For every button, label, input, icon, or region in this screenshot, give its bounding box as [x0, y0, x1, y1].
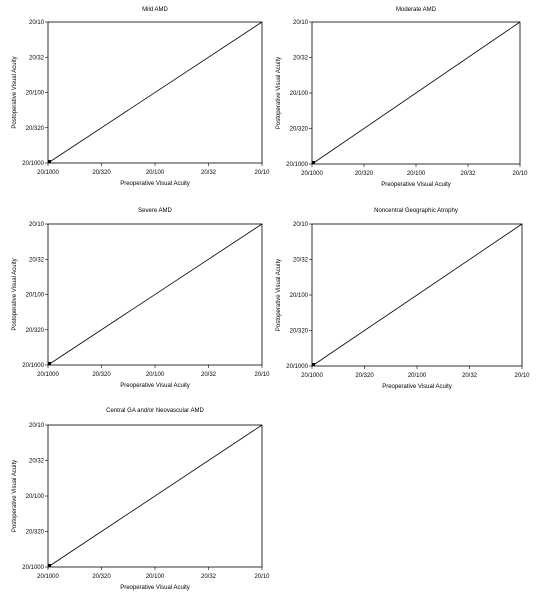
x-tick-label: 20/32	[460, 171, 476, 177]
chart-panel: Mild AMD 20/1000 20/1000 20/320 20/320 20/100…	[12, 7, 270, 187]
y-tick-label: 20/10	[29, 222, 45, 228]
x-tick-label: 20/320	[92, 574, 111, 580]
y-tick-label: 20/10	[29, 20, 45, 26]
y-tick-label: 20/320	[26, 530, 45, 536]
x-tick-label: 20/1000	[301, 373, 323, 379]
y-tick-label: 20/1000	[22, 363, 44, 369]
x-tick-label: 20/32	[201, 372, 217, 378]
identity-line	[47, 223, 263, 366]
data-point	[312, 161, 315, 164]
chart-title: Noncentral Geographic Atrophy	[374, 208, 458, 214]
y-tick-label: 20/1000	[286, 162, 308, 168]
x-axis-label: Preoperative Visual Acuity	[120, 383, 190, 389]
identity-line	[47, 21, 263, 164]
chart-title: Severe AMD	[138, 208, 172, 214]
y-tick-label: 20/320	[290, 329, 309, 335]
y-tick-label: 20/100	[26, 293, 45, 299]
x-tick-label: 20/1000	[37, 574, 59, 580]
data-point	[48, 564, 51, 567]
identity-line	[47, 424, 263, 568]
data-point	[48, 160, 51, 163]
y-tick-label: 20/1000	[22, 161, 44, 167]
x-tick-label: 20/100	[146, 372, 165, 378]
identity-line	[311, 21, 521, 165]
x-tick-label: 20/32	[201, 574, 217, 580]
x-tick-label: 20/10	[512, 171, 528, 177]
x-tick-label: 20/1000	[301, 171, 323, 177]
data-point	[48, 362, 51, 365]
y-tick-label: 20/100	[290, 91, 309, 97]
y-tick-label: 20/1000	[22, 565, 44, 571]
x-axis-label: Preoperative Visual Acuity	[120, 181, 190, 187]
x-tick-label: 20/320	[355, 171, 374, 177]
y-tick-label: 20/1000	[286, 364, 308, 370]
x-tick-label: 20/100	[146, 170, 165, 176]
x-tick-label: 20/100	[146, 574, 165, 580]
x-tick-label: 20/320	[92, 170, 111, 176]
y-tick-label: 20/32	[29, 459, 45, 465]
x-tick-label: 20/10	[254, 372, 270, 378]
x-axis-label: Preoperative Visual Acuity	[120, 585, 190, 591]
chart-title: Mild AMD	[142, 7, 168, 13]
x-axis-label: Preoperative Visual Acuity	[381, 182, 451, 188]
y-tick-label: 20/32	[29, 55, 45, 61]
x-tick-label: 20/1000	[37, 372, 59, 378]
chart-panel: Central GA and/or Neovascular AMD 20/1000…	[12, 408, 270, 591]
x-tick-label: 20/32	[462, 373, 478, 379]
x-tick-label: 20/10	[254, 574, 270, 580]
y-axis-label: Postoperative Visual Acuity	[12, 56, 18, 128]
chart-panel: Moderate AMD 20/1000 20/1000 20/320 20/320 20…	[276, 7, 528, 188]
x-tick-label: 20/320	[92, 372, 111, 378]
identity-line	[311, 223, 523, 367]
x-tick-label: 20/1000	[37, 170, 59, 176]
x-axis-label: Preoperative Visual Acuity	[382, 384, 452, 390]
y-axis-label: Postoperative Visual Acuity	[276, 259, 282, 331]
y-tick-label: 20/320	[290, 127, 309, 133]
x-tick-label: 20/32	[201, 170, 217, 176]
data-point	[312, 363, 315, 366]
y-tick-label: 20/100	[26, 91, 45, 97]
chart-title: Central GA and/or Neovascular AMD	[106, 408, 204, 414]
y-axis-label: Postoperative Visual Acuity	[12, 258, 18, 330]
chart-panel: Severe AMD 20/1000 20/1000 20/320 20/320 20/1…	[12, 208, 270, 389]
y-tick-label: 20/320	[26, 126, 45, 132]
chart-title: Moderate AMD	[396, 7, 437, 13]
y-tick-label: 20/32	[293, 258, 309, 264]
y-tick-label: 20/100	[26, 494, 45, 500]
y-tick-label: 20/100	[290, 293, 309, 299]
y-tick-label: 20/32	[293, 56, 309, 62]
y-tick-label: 20/10	[29, 423, 45, 429]
y-tick-label: 20/10	[293, 20, 309, 26]
x-tick-label: 20/100	[407, 171, 426, 177]
x-tick-label: 20/10	[514, 373, 530, 379]
x-tick-label: 20/320	[355, 373, 374, 379]
y-tick-label: 20/10	[293, 222, 309, 228]
x-tick-label: 20/100	[408, 373, 427, 379]
chart-panel: Noncentral Geographic Atrophy 20/1000 20/1…	[276, 208, 530, 390]
y-tick-label: 20/32	[29, 257, 45, 263]
y-axis-label: Postoperative Visual Acuity	[12, 460, 18, 532]
y-axis-label: Postoperative Visual Acuity	[276, 57, 282, 129]
y-tick-label: 20/320	[26, 328, 45, 334]
x-tick-label: 20/10	[254, 170, 270, 176]
